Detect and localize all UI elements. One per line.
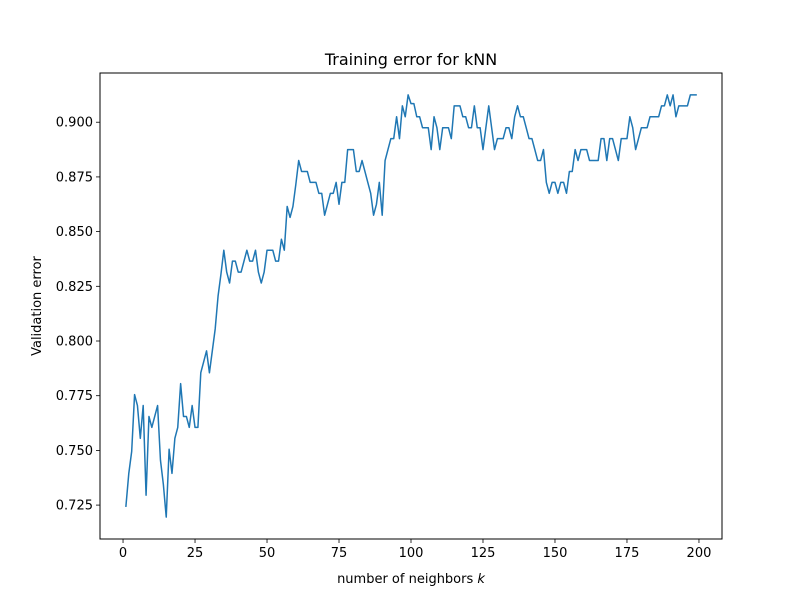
x-tick-label: 25 — [187, 546, 204, 561]
y-tick-label: 0.825 — [56, 280, 93, 295]
x-tick-label: 150 — [543, 546, 568, 561]
y-tick-label: 0.775 — [56, 389, 93, 404]
x-tick-label: 100 — [399, 546, 424, 561]
y-tick-label: 0.725 — [56, 499, 93, 514]
x-tick-label: 175 — [615, 546, 640, 561]
chart-title: Training error for kNN — [324, 50, 497, 69]
y-axis-label: Validation error — [30, 255, 45, 355]
x-tick-label: 200 — [687, 546, 712, 561]
x-tick-label: 125 — [471, 546, 496, 561]
y-tick-label: 0.900 — [56, 116, 93, 131]
y-tick-label: 0.750 — [56, 444, 93, 459]
x-axis-label-variable: k — [477, 572, 485, 587]
x-axis-ticks: 0 25 50 75 100 125 150 175 200 — [119, 539, 711, 561]
x-tick-label: 0 — [119, 546, 127, 561]
series-line-0 — [125, 94, 697, 518]
plot-frame — [99, 72, 723, 540]
y-tick-label: 0.800 — [56, 335, 93, 350]
plot-area — [100, 73, 722, 539]
x-tick-label: 50 — [259, 546, 276, 561]
y-tick-label: 0.850 — [56, 225, 93, 240]
y-axis-ticks: 0.725 0.750 0.775 0.800 0.825 0.850 0.875 0.900 — [56, 116, 100, 514]
y-tick-label: 0.875 — [56, 170, 93, 185]
x-axis-label-text: number of neighbors — [337, 572, 477, 587]
series-layer — [125, 94, 697, 518]
x-axis-label: number of neighbors k — [337, 572, 485, 587]
x-tick-label: 75 — [331, 546, 348, 561]
